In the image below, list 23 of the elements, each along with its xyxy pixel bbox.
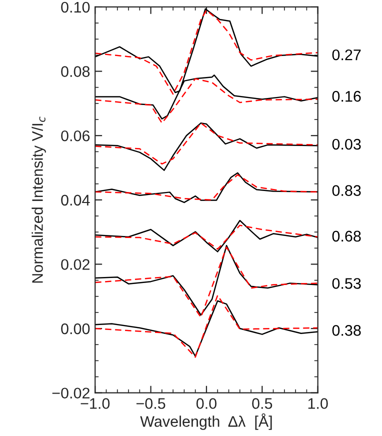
series-label: 0.53: [332, 278, 361, 289]
y-tick-label: 0.04: [61, 194, 90, 206]
x-tick-label: 0.5: [252, 398, 272, 409]
x-tick-label: −1.0: [80, 398, 110, 409]
line-series: [95, 224, 318, 250]
series-label: 0.68: [332, 230, 361, 242]
x-tick-label: −0.5: [136, 398, 166, 409]
y-tick-label: 0.10: [61, 2, 90, 13]
y-tick-label: 0.00: [61, 323, 90, 334]
x-tick-label: 1.0: [308, 398, 328, 409]
y-tick-label: −0.02: [52, 388, 90, 399]
series-label: 0.38: [332, 325, 361, 336]
y-tick-label: 0.08: [61, 66, 90, 77]
y-tick-label: 0.02: [61, 259, 90, 270]
x-axis-title: Wavelength Δλ [Å]: [140, 413, 272, 430]
series-label: 0.16: [332, 90, 361, 102]
line-series: [95, 220, 318, 252]
series-label: 0.83: [332, 185, 361, 196]
series-label: 0.03: [332, 138, 361, 150]
series-label: 0.27: [332, 49, 361, 60]
x-tick-label: 0.0: [196, 398, 216, 409]
y-axis-title: Normalized Intensity V/I$_{c}$: [32, 116, 46, 283]
y-tick-label: 0.06: [61, 130, 90, 142]
